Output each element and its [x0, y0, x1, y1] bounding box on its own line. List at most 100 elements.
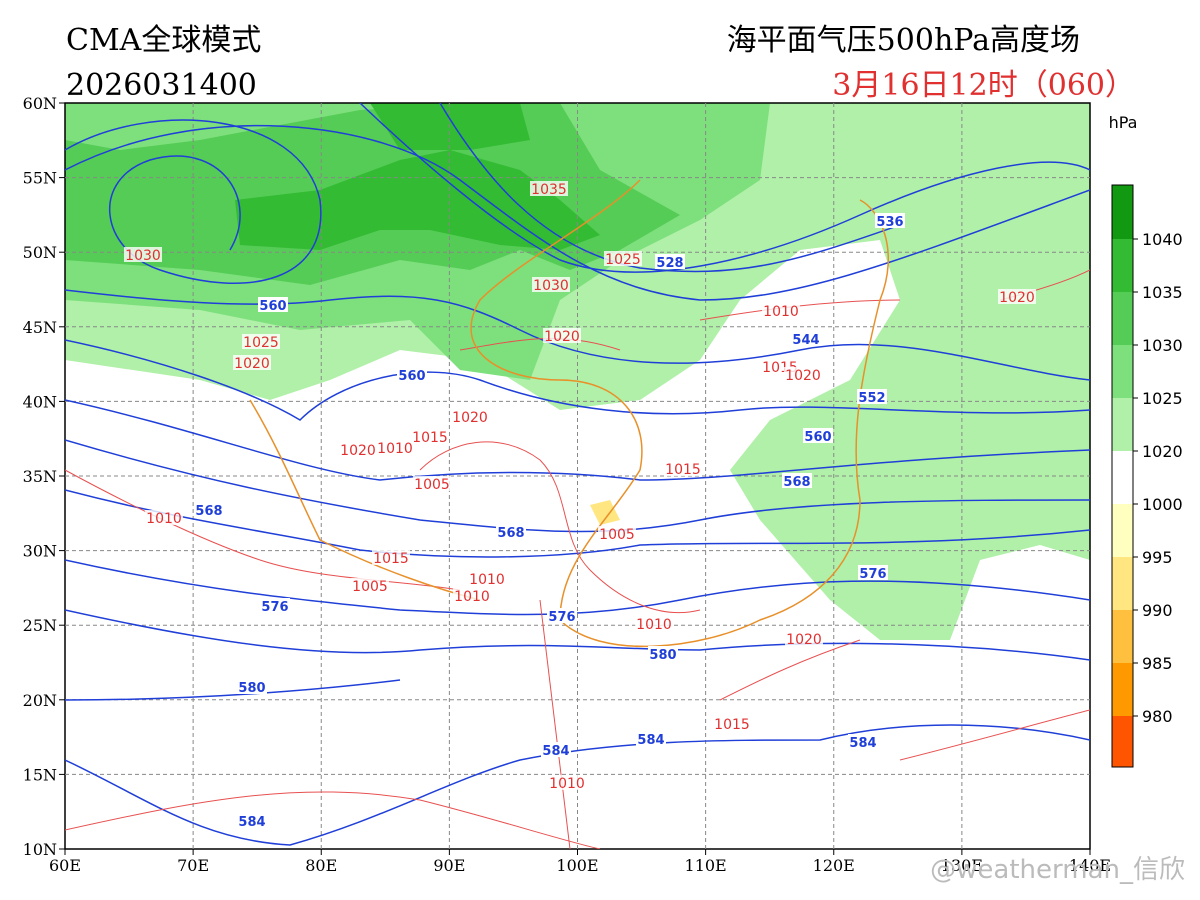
height-contour — [65, 724, 1090, 846]
watermark: @weatherman_信欣 — [930, 855, 1185, 885]
pressure-label: 1010 — [377, 441, 413, 457]
init-time: 2026031400 — [66, 68, 257, 103]
height-label: 576 — [548, 610, 575, 625]
colorbar-swatch — [1112, 345, 1133, 398]
colorbar-swatch — [1112, 451, 1133, 504]
height-label: 584 — [238, 815, 265, 830]
lon-label: 70E — [177, 856, 209, 875]
label-bg — [791, 331, 821, 346]
lat-label: 40N — [23, 392, 57, 411]
pressure-label: 1005 — [414, 477, 450, 493]
coastline — [249, 399, 481, 601]
colorbar-label: 980 — [1142, 707, 1173, 726]
colorbar-label: 1020 — [1142, 442, 1183, 461]
low-995 — [590, 500, 620, 525]
chart-title: 海平面气压500hPa高度场 — [727, 23, 1080, 58]
pressure-label: 1010 — [763, 304, 799, 320]
height-contour — [65, 399, 1090, 481]
colorbar-label: 1040 — [1142, 230, 1183, 249]
label-bg — [372, 550, 410, 565]
contours — [65, 103, 1090, 849]
high-1035 — [235, 150, 600, 250]
label-bg — [145, 510, 183, 525]
lat-label: 15N — [23, 765, 57, 784]
height-label: 584 — [542, 744, 569, 759]
pressure-label: 1030 — [533, 278, 569, 294]
height-label: 536 — [876, 215, 903, 230]
label-bg — [604, 251, 642, 266]
label-bg — [532, 277, 570, 292]
pressure-label: 1015 — [412, 430, 448, 446]
colorbar-label: 990 — [1142, 601, 1173, 620]
height-label: 560 — [259, 299, 286, 314]
pressure-label: 1020 — [544, 329, 580, 345]
colorbar-swatch — [1112, 663, 1133, 716]
label-bg — [547, 608, 577, 623]
pressure-label: 1005 — [599, 527, 635, 543]
label-bg — [376, 440, 414, 455]
colorbar-swatch — [1112, 239, 1133, 292]
label-bg — [857, 389, 887, 404]
label-bg — [351, 578, 389, 593]
label-bg — [998, 289, 1036, 304]
lat-label: 35N — [23, 467, 57, 486]
pressure-label: 1010 — [454, 589, 490, 605]
pressure-contour — [719, 639, 861, 701]
colorbar-label: 1000 — [1142, 495, 1183, 514]
lat-label: 30N — [23, 542, 57, 561]
pressure-label: 1035 — [531, 182, 567, 198]
label-bg — [635, 616, 673, 631]
pressure-label: 1020 — [340, 443, 376, 459]
label-bg — [803, 428, 833, 443]
height-label: 552 — [858, 391, 885, 406]
height-label: 568 — [783, 475, 810, 490]
pressure-contour — [899, 709, 1090, 761]
label-bg — [543, 328, 581, 343]
label-bg — [237, 813, 267, 828]
colorbar-label: 1025 — [1142, 389, 1183, 408]
east-1025 — [900, 120, 1090, 560]
pressure-label: 1020 — [234, 356, 270, 372]
pressure-label: 1010 — [549, 776, 585, 792]
colorbar-swatch — [1112, 504, 1133, 557]
height-label: 584 — [849, 736, 876, 751]
colorbar-swatch — [1112, 557, 1133, 610]
height-label: 580 — [649, 648, 676, 663]
lat-label: 45N — [23, 318, 57, 337]
pressure-label: 1015 — [373, 551, 409, 567]
grid — [59, 102, 1091, 855]
pressure-contour — [419, 441, 701, 614]
pressure-contour — [459, 338, 621, 351]
label-bg — [530, 181, 568, 196]
pressure-label: 1015 — [665, 462, 701, 478]
lat-label: 55N — [23, 169, 57, 188]
label-bg — [648, 646, 678, 661]
label-bg — [260, 598, 290, 613]
colorbar: 1040 1035 1030 1025 1020 1000 995 990 985 980 — [1111, 184, 1183, 768]
lon-label: 100E — [556, 856, 598, 875]
lon-label: 90E — [433, 856, 465, 875]
colorbar-unit: hPa — [1109, 113, 1138, 132]
label-bg — [782, 473, 812, 488]
label-bg — [548, 775, 586, 790]
label-bg — [784, 367, 822, 382]
lon-label: 130E — [941, 856, 983, 875]
colorbar-swatch — [1112, 185, 1133, 239]
label-bg — [598, 526, 636, 541]
lon-label: 80E — [305, 856, 337, 875]
label-bg — [713, 716, 751, 731]
height-label: 576 — [859, 567, 886, 582]
pressure-label: 1020 — [785, 368, 821, 384]
colorbar-label: 995 — [1142, 548, 1173, 567]
pressure-label: 1010 — [469, 572, 505, 588]
label-bg — [233, 355, 271, 370]
height-contour — [65, 609, 1090, 661]
lat-label: 10N — [23, 840, 57, 859]
lon-label: 120E — [813, 856, 855, 875]
label-bg — [397, 367, 427, 382]
label-bg — [339, 442, 377, 457]
height-label: 528 — [656, 256, 683, 271]
label-bg — [237, 679, 267, 694]
height-contour — [359, 103, 1090, 273]
colorbar-label: 1035 — [1142, 283, 1183, 302]
